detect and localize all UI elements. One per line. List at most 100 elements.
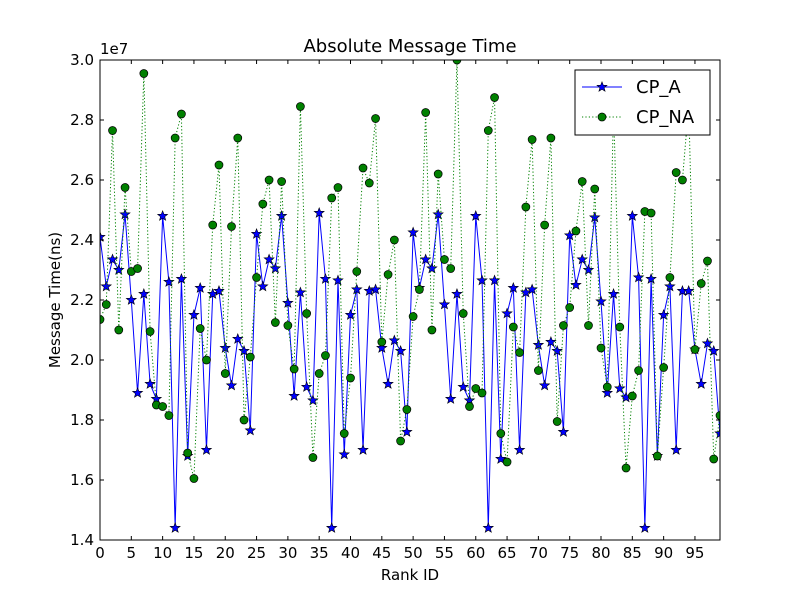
data-point	[377, 337, 387, 347]
data-point	[283, 321, 293, 330]
data-point	[183, 448, 193, 458]
data-point	[483, 126, 493, 135]
data-point	[233, 133, 243, 143]
data-point	[325, 521, 338, 533]
x-tick-label: 65	[498, 544, 517, 562]
legend-box	[574, 69, 711, 136]
data-point	[682, 284, 695, 296]
data-point	[646, 208, 656, 218]
legend-items: CP_A CP_NA	[582, 77, 695, 128]
data-point	[540, 220, 549, 230]
y-offset-label: 1e7	[100, 40, 128, 58]
data-point	[527, 135, 537, 144]
data-point	[552, 417, 562, 426]
data-point	[332, 274, 344, 286]
y-tick-label: 1.6	[70, 471, 94, 489]
data-point	[245, 352, 255, 362]
data-point	[308, 453, 318, 462]
x-tick-label: 0	[95, 544, 105, 562]
data-point	[158, 402, 167, 411]
data-point	[269, 262, 282, 274]
y-tick-label: 2.2	[70, 291, 94, 309]
data-point	[239, 415, 249, 425]
data-point	[596, 343, 606, 353]
legend-item: CP_A	[582, 77, 681, 98]
data-point	[433, 169, 443, 179]
data-point	[584, 321, 593, 330]
legend-label: CP_NA	[636, 107, 695, 128]
data-point	[100, 315, 105, 324]
data-point	[394, 344, 407, 356]
data-point	[670, 443, 682, 455]
data-point	[451, 287, 463, 299]
x-tick-label: 35	[310, 544, 329, 562]
data-point	[227, 222, 236, 231]
data-point	[252, 273, 261, 282]
x-tick-label: 20	[216, 544, 235, 562]
data-point	[664, 280, 676, 292]
data-point	[114, 325, 124, 335]
data-point	[707, 344, 720, 356]
y-tick-label: 2.8	[70, 111, 94, 129]
data-point	[314, 369, 324, 378]
data-point	[382, 377, 394, 389]
data-point	[313, 206, 325, 218]
data-point	[632, 271, 645, 283]
data-point	[521, 202, 531, 212]
data-point	[627, 391, 637, 401]
data-point	[407, 226, 419, 238]
data-point	[145, 327, 155, 336]
data-point	[389, 235, 399, 245]
data-point	[219, 341, 232, 353]
data-point	[557, 425, 570, 437]
series-line	[100, 212, 720, 529]
data-point	[352, 267, 362, 276]
data-point	[490, 93, 499, 102]
data-point	[471, 384, 481, 393]
data-point	[427, 325, 437, 335]
data-point	[351, 283, 363, 295]
data-point	[364, 178, 374, 188]
data-point	[508, 322, 518, 332]
data-point	[571, 226, 581, 236]
data-point	[264, 175, 274, 185]
data-point	[515, 348, 524, 357]
data-point	[615, 322, 625, 332]
data-point	[570, 278, 582, 290]
data-point	[238, 344, 250, 356]
data-point	[532, 338, 545, 350]
data-point	[601, 386, 614, 398]
plot-background	[100, 60, 720, 540]
x-tick-label: 85	[623, 544, 642, 562]
data-point	[703, 256, 712, 266]
x-tick-label: 70	[529, 544, 548, 562]
x-axis-label: Rank ID	[381, 566, 439, 584]
data-point	[156, 209, 169, 221]
data-point	[607, 287, 620, 299]
data-point	[476, 274, 488, 286]
data-point	[577, 177, 587, 186]
data-point	[327, 193, 337, 203]
data-point	[100, 280, 113, 292]
data-point	[214, 160, 224, 170]
y-tick-label: 1.8	[70, 411, 94, 429]
data-point	[696, 279, 706, 288]
data-point	[626, 209, 639, 221]
y-axis-label: Message Time(ns)	[46, 232, 64, 368]
data-point	[263, 253, 275, 265]
data-point	[559, 321, 568, 330]
data-point	[590, 184, 600, 194]
data-point	[376, 341, 388, 353]
data-point	[338, 448, 350, 460]
data-point	[470, 209, 482, 221]
data-point	[426, 262, 438, 274]
data-point	[200, 443, 213, 455]
data-point	[465, 402, 474, 411]
data-point	[120, 183, 130, 192]
data-point	[369, 283, 382, 295]
data-point	[415, 285, 424, 294]
legend-marker	[596, 80, 608, 92]
data-point	[225, 379, 238, 391]
y-tick-label: 3.0	[70, 51, 94, 69]
